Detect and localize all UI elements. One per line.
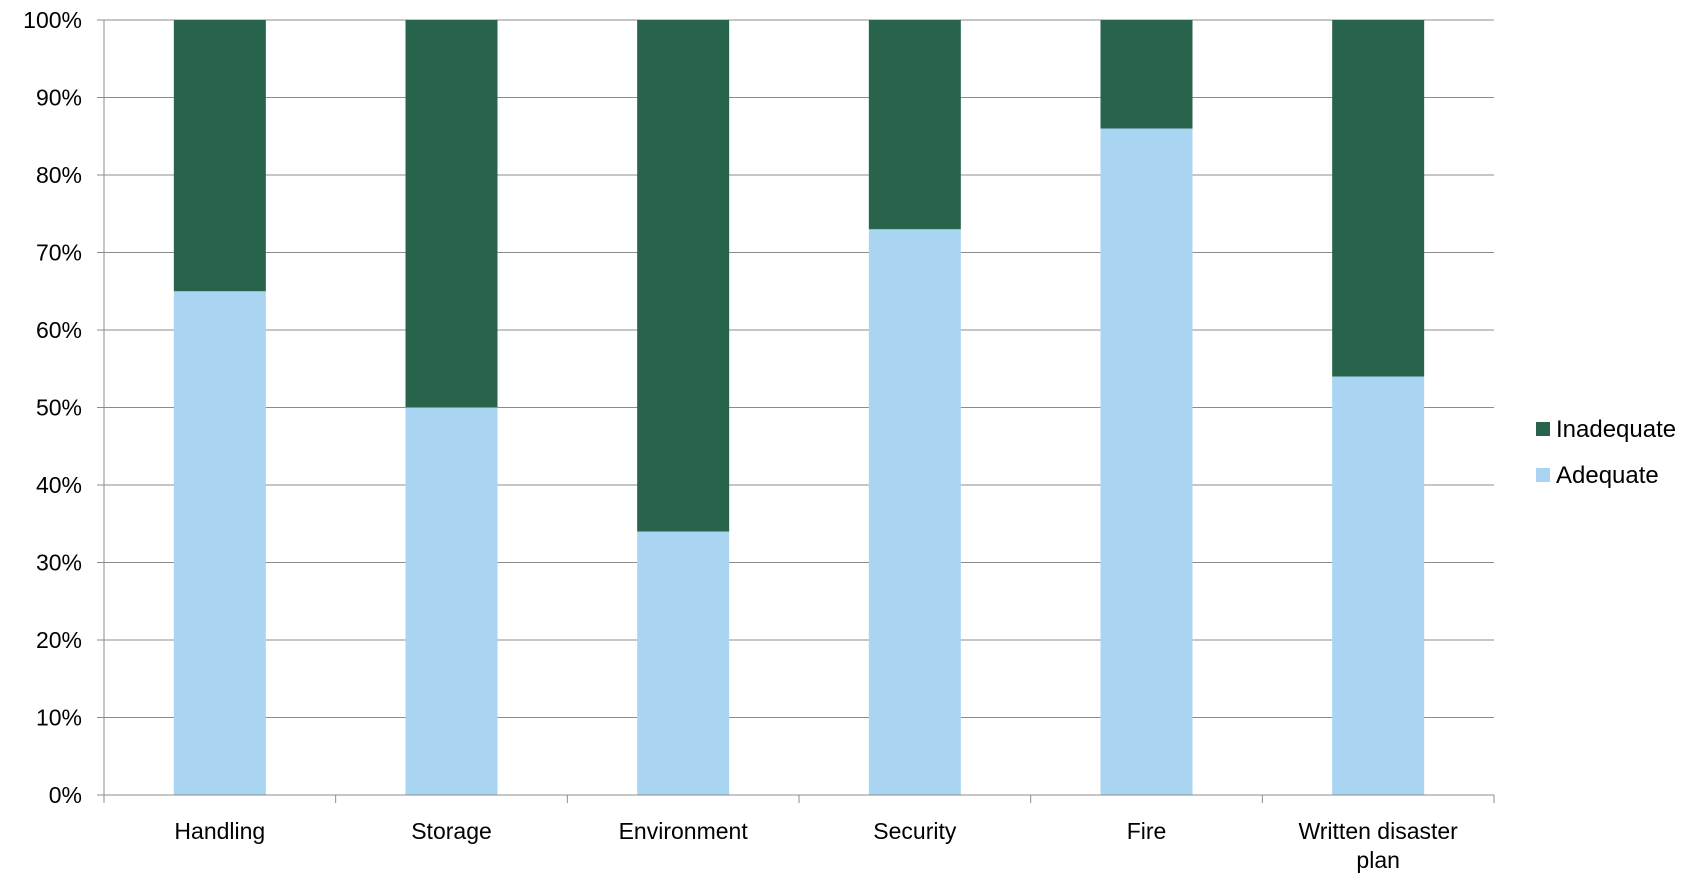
x-category-label-line: Handling [174,818,265,844]
y-axis-ticks: 0% 10% 20% 30% 40% 50% 60% 70% 80% 90% 100% [23,7,82,808]
x-category-label-line: Security [873,818,957,844]
y-tick-label: 80% [36,162,82,188]
y-tick-label: 60% [36,317,82,343]
gridlines [104,20,1494,718]
legend-swatch-adequate [1536,468,1550,482]
x-category-label: Security [873,818,957,844]
bar-adequate-handling [174,291,266,795]
x-category-label-line: Written disaster [1298,818,1458,844]
bar-inadequate-security [869,20,961,229]
bar-inadequate-fire [1101,20,1193,129]
bar-adequate-environment [637,532,729,796]
legend-swatch-inadequate [1536,422,1550,436]
x-category-label: Handling [174,818,265,844]
bar-adequate-storage [406,408,498,796]
bar-adequate-fire [1101,129,1193,796]
legend: Inadequate Adequate [1536,416,1676,489]
x-category-label-line: Environment [619,818,749,844]
x-category-label-line: Storage [411,818,492,844]
bar-inadequate-written-disaster-plan [1332,20,1424,377]
x-axis-categories: Handling Storage Environment Security Fire Wr… [174,818,1458,873]
bar-adequate-security [869,229,961,795]
y-tick-label: 90% [36,85,82,111]
legend-label-adequate: Adequate [1556,462,1659,489]
legend-label-inadequate: Inadequate [1556,416,1676,443]
bar-inadequate-handling [174,20,266,291]
bar-inadequate-environment [637,20,729,532]
x-category-label-line: plan [1356,847,1399,873]
y-tick-label: 30% [36,550,82,576]
y-tick-label: 10% [36,705,82,731]
y-tick-label: 100% [23,7,82,33]
x-category-label: Written disaster plan [1298,818,1458,873]
y-tick-label: 20% [36,627,82,653]
bar-inadequate-storage [406,20,498,408]
x-category-label: Environment [619,818,749,844]
bar-adequate-written-disaster-plan [1332,377,1424,796]
x-category-label: Fire [1127,818,1167,844]
y-tick-label: 70% [36,240,82,266]
y-tick-label: 0% [49,782,82,808]
axes [97,20,1494,803]
x-category-label-line: Fire [1127,818,1167,844]
y-tick-label: 40% [36,472,82,498]
x-category-label: Storage [411,818,492,844]
y-tick-label: 50% [36,395,82,421]
